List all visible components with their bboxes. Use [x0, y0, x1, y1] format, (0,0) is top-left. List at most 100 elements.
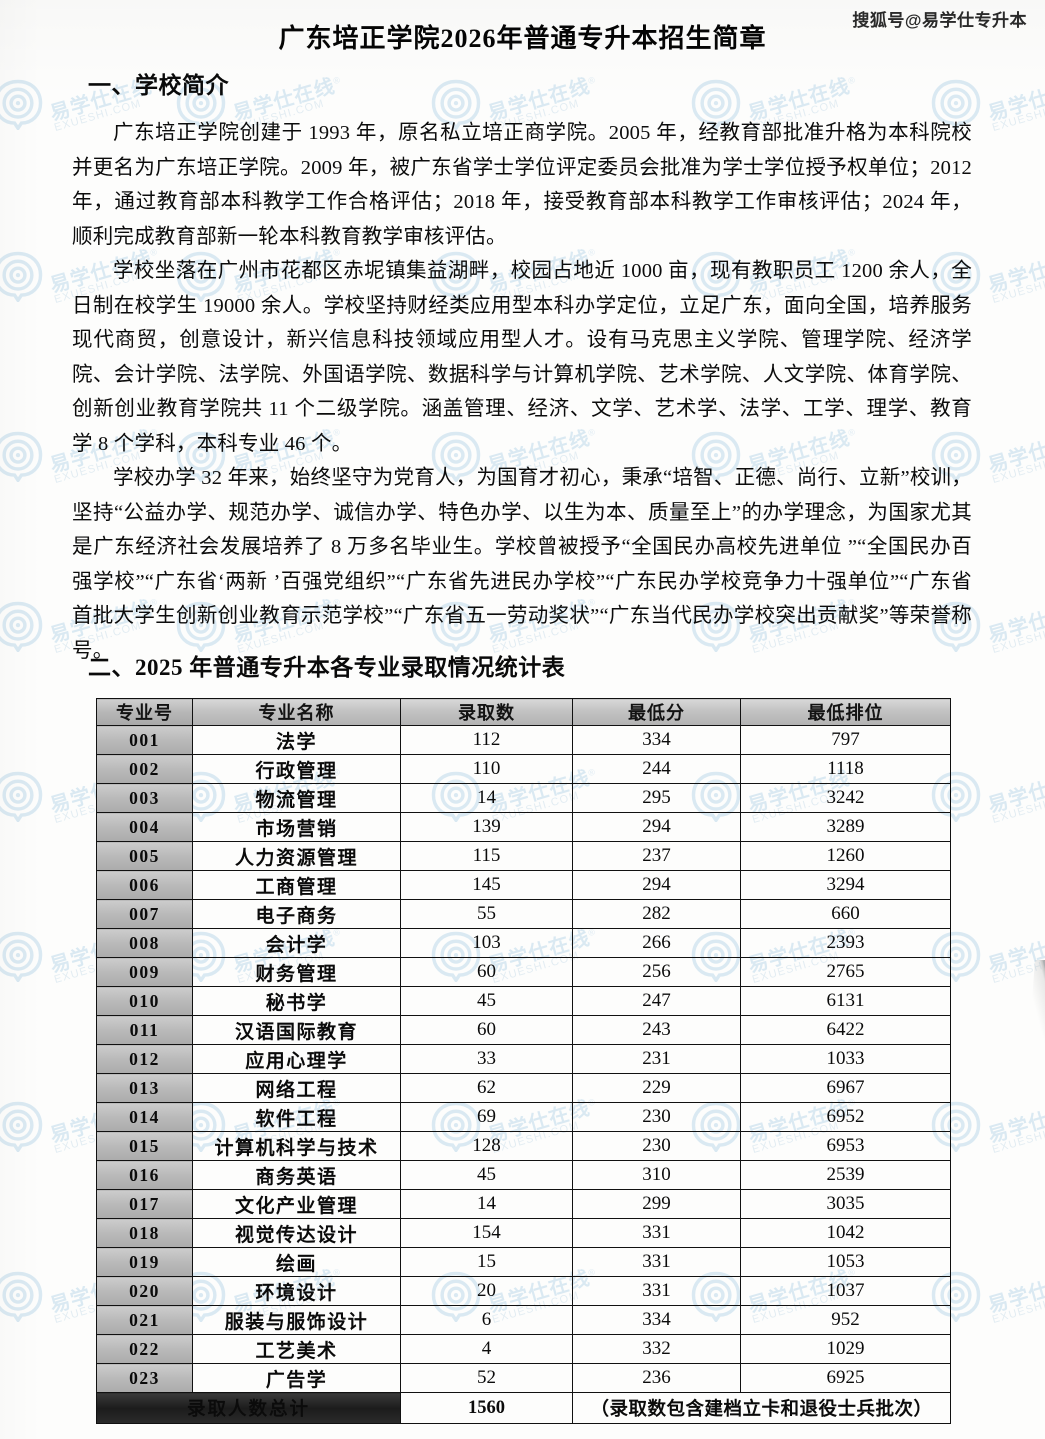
admission-statistics-table: 专业号 专业名称 录取数 最低分 最低排位 001 法学 112 334 797 002 行…	[96, 698, 951, 1424]
cell-major-name: 汉语国际教育	[192, 1015, 401, 1045]
cell-min-rank: 1029	[740, 1334, 951, 1364]
column-header-major-name: 专业名称	[192, 698, 401, 726]
cell-admitted-count: 112	[400, 725, 573, 755]
cell-admitted-count: 6	[400, 1305, 573, 1335]
cell-major-no: 012	[96, 1044, 193, 1074]
table-row: 018 视觉传达设计 154 331 1042	[96, 1218, 951, 1248]
cell-major-no: 022	[96, 1334, 193, 1364]
cell-major-name: 电子商务	[192, 899, 401, 929]
cell-min-score: 295	[572, 783, 741, 813]
cell-major-name: 视觉传达设计	[192, 1218, 401, 1248]
cell-major-name: 物流管理	[192, 783, 401, 813]
cell-major-name: 秘书学	[192, 986, 401, 1016]
cell-admitted-count: 4	[400, 1334, 573, 1364]
cell-major-no: 011	[96, 1015, 193, 1045]
cell-min-rank: 6925	[740, 1363, 951, 1393]
section-heading-school-intro: 一、学校简介	[88, 73, 229, 98]
watermark-text: 易学仕在线®EXUESHI.COM	[986, 766, 1045, 826]
cell-min-rank: 1118	[740, 754, 951, 784]
table-row: 010 秘书学 45 247 6131	[96, 986, 951, 1016]
cell-major-no: 003	[96, 783, 193, 813]
cell-min-rank: 3289	[740, 812, 951, 842]
source-account-tag: 搜狐号@易学仕专升本	[852, 11, 1027, 30]
paragraph-philosophy: 学校办学 32 年来，始终坚守为党育人，为国育才初心，秉承“培智、正德、尚行、立…	[72, 467, 972, 662]
watermark-en-label: EXUESHI.COM	[990, 949, 1045, 986]
table-row: 022 工艺美术 4 332 1029	[96, 1334, 951, 1364]
cell-min-score: 237	[572, 841, 741, 871]
watermark-cn-label: 易学仕在线®	[985, 596, 1045, 648]
section-heading-admission-table: 二、2025 年普通专升本各专业录取情况统计表	[88, 655, 566, 680]
table-row: 020 环境设计 20 331 1037	[96, 1276, 951, 1306]
cell-min-score: 266	[572, 928, 741, 958]
cell-min-score: 331	[572, 1218, 741, 1248]
table-row: 017 文化产业管理 14 299 3035	[96, 1189, 951, 1219]
cell-min-rank: 3242	[740, 783, 951, 813]
total-value: 1560	[400, 1392, 573, 1424]
table-row: 016 商务英语 45 310 2539	[96, 1160, 951, 1190]
watermark-cn-label: 易学仕在线®	[985, 926, 1045, 978]
cell-min-score: 231	[572, 1044, 741, 1074]
cell-min-score: 332	[572, 1334, 741, 1364]
cell-major-no: 010	[96, 986, 193, 1016]
cell-min-score: 334	[572, 1305, 741, 1335]
cell-min-score: 230	[572, 1131, 741, 1161]
cell-major-no: 014	[96, 1102, 193, 1132]
cell-min-score: 334	[572, 725, 741, 755]
table-row: 011 汉语国际教育 60 243 6422	[96, 1015, 951, 1045]
cell-min-rank: 3035	[740, 1189, 951, 1219]
cell-min-rank: 2765	[740, 957, 951, 987]
registered-mark-icon: ®	[586, 74, 598, 86]
cell-min-score: 310	[572, 1160, 741, 1190]
cell-min-rank: 3294	[740, 870, 951, 900]
cell-min-score: 247	[572, 986, 741, 1016]
table-header-row: 专业号 专业名称 录取数 最低分 最低排位	[96, 698, 951, 726]
cell-major-name: 服装与服饰设计	[192, 1305, 401, 1335]
cell-min-score: 244	[572, 754, 741, 784]
watermark-cn-label: 易学仕在线®	[985, 766, 1045, 818]
table-row: 021 服装与服饰设计 6 334 952	[96, 1305, 951, 1335]
total-note: （录取数包含建档立卡和退役士兵批次）	[572, 1392, 951, 1424]
cell-min-rank: 1042	[740, 1218, 951, 1248]
table-row: 001 法学 112 334 797	[96, 725, 951, 755]
cell-admitted-count: 69	[400, 1102, 573, 1132]
cell-major-no: 015	[96, 1131, 193, 1161]
cell-major-name: 软件工程	[192, 1102, 401, 1132]
cell-major-name: 网络工程	[192, 1073, 401, 1103]
cell-major-no: 017	[96, 1189, 193, 1219]
cell-min-score: 331	[572, 1247, 741, 1277]
cell-admitted-count: 55	[400, 899, 573, 929]
cell-major-name: 工艺美术	[192, 1334, 401, 1364]
column-header-min-rank: 最低排位	[740, 698, 951, 726]
cell-admitted-count: 52	[400, 1363, 573, 1393]
cell-major-no: 001	[96, 725, 193, 755]
cell-major-no: 013	[96, 1073, 193, 1103]
table-row: 004 市场营销 139 294 3289	[96, 812, 951, 842]
cell-admitted-count: 33	[400, 1044, 573, 1074]
table-row: 015 计算机科学与技术 128 230 6953	[96, 1131, 951, 1161]
cell-min-rank: 6953	[740, 1131, 951, 1161]
cell-min-rank: 1260	[740, 841, 951, 871]
watermark-en-label: EXUESHI.COM	[990, 449, 1045, 486]
cell-major-name: 应用心理学	[192, 1044, 401, 1074]
cell-min-score: 331	[572, 1276, 741, 1306]
table-row: 012 应用心理学 33 231 1033	[96, 1044, 951, 1074]
cell-major-no: 004	[96, 812, 193, 842]
cell-min-rank: 6422	[740, 1015, 951, 1045]
total-row: 录取人数总计 1560 （录取数包含建档立卡和退役士兵批次）	[96, 1392, 951, 1424]
cell-min-rank: 1037	[740, 1276, 951, 1306]
page-title: 广东培正学院2026年普通专升本招生简章	[278, 24, 767, 53]
cell-major-no: 007	[96, 899, 193, 929]
table-row: 005 人力资源管理 115 237 1260	[96, 841, 951, 871]
cell-major-name: 法学	[192, 725, 401, 755]
cell-admitted-count: 110	[400, 754, 573, 784]
cell-min-score: 256	[572, 957, 741, 987]
watermark-en-label: EXUESHI.COM	[990, 789, 1045, 826]
cell-major-no: 021	[96, 1305, 193, 1335]
cell-major-name: 财务管理	[192, 957, 401, 987]
cell-min-score: 230	[572, 1102, 741, 1132]
cell-major-no: 005	[96, 841, 193, 871]
cell-min-rank: 6967	[740, 1073, 951, 1103]
cell-major-name: 广告学	[192, 1363, 401, 1393]
